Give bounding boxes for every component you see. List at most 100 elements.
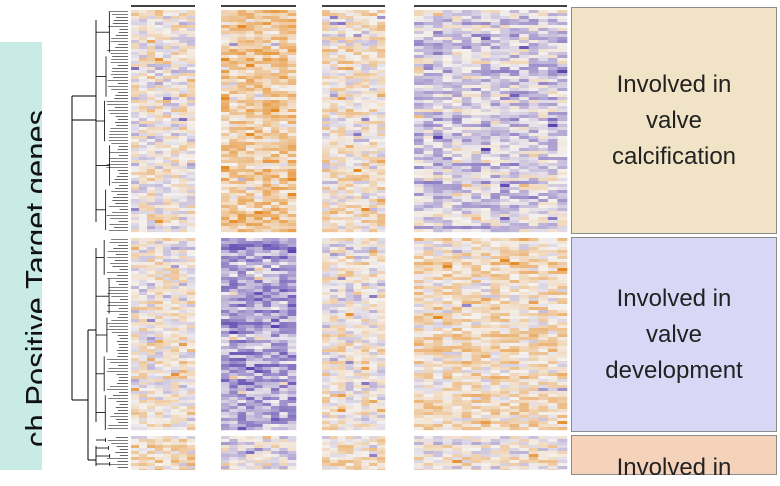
heat-cell <box>322 193 330 196</box>
heat-cell <box>414 94 424 97</box>
heat-cell <box>529 136 539 139</box>
heat-cell <box>529 286 539 289</box>
heat-cell <box>179 244 187 247</box>
heat-cell <box>263 259 272 262</box>
heat-cell <box>271 70 280 73</box>
heat-cell <box>279 49 288 52</box>
heat-cell <box>462 328 472 331</box>
heat-cell <box>491 121 501 124</box>
heat-cell <box>147 310 155 313</box>
heat-cell <box>361 37 369 40</box>
heat-cell <box>322 136 330 139</box>
heat-cell <box>163 250 171 253</box>
heat-cell <box>147 337 155 340</box>
heat-cell <box>510 190 520 193</box>
heat-cell <box>529 358 539 361</box>
heat-cell <box>443 247 453 250</box>
heat-cell <box>246 229 255 232</box>
heat-cell <box>433 169 443 172</box>
heat-cell <box>322 226 330 229</box>
heat-cell <box>471 79 481 82</box>
heat-cell <box>163 145 171 148</box>
heat-cell <box>557 262 567 265</box>
heat-cell <box>377 229 385 232</box>
heat-cell <box>322 307 330 310</box>
heat-cell <box>369 97 377 100</box>
heat-cell <box>538 337 548 340</box>
heat-cell <box>471 364 481 367</box>
heat-cell <box>519 196 529 199</box>
heat-cell <box>346 340 354 343</box>
heat-cell <box>288 73 297 76</box>
heat-cell <box>354 340 362 343</box>
heat-cell <box>500 118 510 121</box>
heat-cell <box>510 106 520 109</box>
heat-cell <box>361 241 369 244</box>
heat-cell <box>279 289 288 292</box>
heat-cell <box>263 115 272 118</box>
heat-cell <box>519 361 529 364</box>
heat-cell <box>433 301 443 304</box>
heat-cell <box>510 61 520 64</box>
heat-cell <box>462 241 472 244</box>
heat-cell <box>414 349 424 352</box>
heat-cell <box>500 124 510 127</box>
heat-cell <box>254 220 263 223</box>
heat-cell <box>279 76 288 79</box>
heat-cell <box>481 367 491 370</box>
heat-cell <box>279 139 288 142</box>
heat-cell <box>171 325 179 328</box>
heat-cell <box>414 358 424 361</box>
heat-cell <box>131 247 139 250</box>
heat-cell <box>361 151 369 154</box>
heat-cell <box>238 238 247 241</box>
heat-cell <box>510 373 520 376</box>
heat-cell <box>171 316 179 319</box>
heat-cell <box>424 139 434 142</box>
heat-cell <box>354 208 362 211</box>
heat-cell <box>254 298 263 301</box>
heat-cell <box>548 148 558 151</box>
heat-cell <box>271 298 280 301</box>
heat-cell <box>424 271 434 274</box>
heat-cell <box>433 280 443 283</box>
heat-cell <box>254 13 263 16</box>
heat-cell <box>187 28 195 31</box>
heat-cell <box>471 271 481 274</box>
heat-cell <box>510 82 520 85</box>
heat-cell <box>131 106 139 109</box>
heat-cell <box>221 271 230 274</box>
heat-cell <box>361 163 369 166</box>
heat-cell <box>238 301 247 304</box>
heat-cell <box>238 76 247 79</box>
heat-cell <box>221 331 230 334</box>
heat-cell <box>271 190 280 193</box>
heat-cell <box>529 355 539 358</box>
heat-cell <box>414 373 424 376</box>
heat-cell <box>147 373 155 376</box>
heat-cell <box>131 103 139 106</box>
heat-cell <box>221 196 230 199</box>
heat-cell <box>279 160 288 163</box>
heat-cell <box>155 199 163 202</box>
heat-cell <box>481 28 491 31</box>
heat-cell <box>377 262 385 265</box>
heat-cell <box>338 355 346 358</box>
heat-cell <box>500 190 510 193</box>
heat-cell <box>139 103 147 106</box>
heat-cell <box>238 229 247 232</box>
heat-cell <box>155 94 163 97</box>
heat-cell <box>377 142 385 145</box>
heat-cell <box>271 334 280 337</box>
heat-cell <box>147 40 155 43</box>
heat-cell <box>271 187 280 190</box>
heat-cell <box>481 127 491 130</box>
heat-cell <box>139 220 147 223</box>
heat-cell <box>538 76 548 79</box>
heat-cell <box>500 178 510 181</box>
heat-cell <box>491 310 501 313</box>
heat-cell <box>163 136 171 139</box>
heat-cell <box>322 244 330 247</box>
heat-cell <box>377 280 385 283</box>
heat-cell <box>529 307 539 310</box>
